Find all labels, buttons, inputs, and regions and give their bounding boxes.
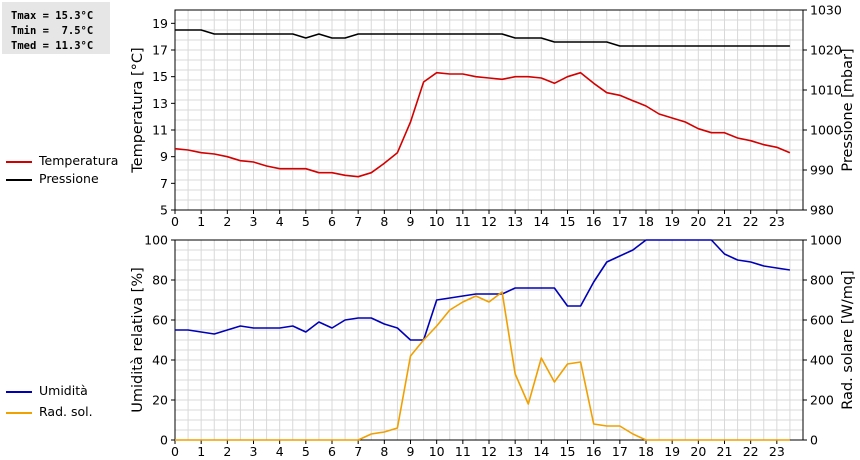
y2-tick-label: 1020 — [810, 43, 842, 58]
x-tick-label: 0 — [171, 214, 179, 229]
legend-swatch — [6, 161, 32, 163]
x-tick-label: 9 — [407, 444, 415, 459]
x-tick-label: 14 — [533, 214, 549, 229]
x-tick-label: 16 — [586, 444, 602, 459]
x-tick-label: 13 — [507, 444, 523, 459]
y2-axis-label: Rad. solare [W/mq] — [840, 270, 856, 409]
legend-swatch — [6, 391, 32, 393]
y-tick-label: 5 — [160, 203, 168, 218]
y-tick-label: 20 — [152, 393, 168, 408]
y2-tick-label: 0 — [810, 433, 818, 448]
x-tick-label: 13 — [507, 214, 523, 229]
y-axis-label: Temperatura [°C] — [130, 47, 146, 173]
x-tick-label: 15 — [560, 214, 576, 229]
legend-swatch — [6, 412, 32, 414]
x-tick-label: 19 — [664, 444, 680, 459]
x-tick-label: 4 — [276, 444, 284, 459]
legend-swatch — [6, 179, 32, 181]
y-tick-label: 19 — [152, 16, 168, 31]
y2-tick-label: 1030 — [810, 3, 842, 18]
x-tick-label: 20 — [690, 214, 706, 229]
x-tick-label: 6 — [328, 444, 336, 459]
y-tick-label: 80 — [152, 273, 168, 288]
y2-tick-label: 1000 — [810, 233, 842, 248]
y2-tick-label: 990 — [810, 163, 834, 178]
x-tick-label: 21 — [717, 214, 733, 229]
x-tick-label: 1 — [197, 214, 205, 229]
x-tick-label: 23 — [769, 214, 785, 229]
y-tick-label: 40 — [152, 353, 168, 368]
y-axis-label: Umidità relativa [%] — [130, 267, 146, 413]
x-tick-label: 4 — [276, 214, 284, 229]
x-tick-label: 5 — [302, 214, 310, 229]
x-tick-label: 14 — [533, 444, 549, 459]
y-tick-label: 15 — [152, 69, 168, 84]
x-tick-label: 2 — [223, 444, 231, 459]
y2-tick-label: 980 — [810, 203, 834, 218]
x-tick-label: 12 — [481, 214, 497, 229]
x-tick-label: 22 — [743, 444, 759, 459]
x-tick-label: 16 — [586, 214, 602, 229]
y-tick-label: 17 — [152, 43, 168, 58]
x-tick-label: 5 — [302, 444, 310, 459]
x-tick-label: 1 — [197, 444, 205, 459]
y2-tick-label: 800 — [810, 273, 834, 288]
y-tick-label: 60 — [152, 313, 168, 328]
y-tick-label: 100 — [144, 233, 168, 248]
x-tick-label: 6 — [328, 214, 336, 229]
stats-box: Tmax = 15.3°C Tmin = 7.5°C Tmed = 11.3°C — [2, 2, 110, 54]
x-tick-label: 17 — [612, 444, 628, 459]
x-tick-label: 10 — [429, 214, 445, 229]
y2-tick-label: 200 — [810, 393, 834, 408]
x-tick-label: 18 — [638, 214, 654, 229]
x-tick-label: 2 — [223, 214, 231, 229]
x-tick-label: 0 — [171, 444, 179, 459]
legend-label: Rad. sol. — [39, 404, 93, 419]
tmin-text: Tmin = 7.5°C — [11, 25, 94, 37]
x-tick-label: 7 — [354, 214, 362, 229]
y2-tick-label: 1000 — [810, 123, 842, 138]
chart-panel-bottom: 0 1 2 3 4 5 6 7 8 9 10 11 12 13 14 15 16 17 18 19 20 21 22 2302… — [130, 233, 856, 460]
x-tick-label: 11 — [455, 214, 471, 229]
y-tick-label: 9 — [160, 149, 168, 164]
chart-panel-top: 0 1 2 3 4 5 6 7 8 9 10 11 12 13 14 15 16 17 18 19 20 21 22 2357… — [130, 3, 856, 230]
x-tick-label: 10 — [429, 444, 445, 459]
series-line-umidit — [175, 239, 791, 341]
tmed-text: Tmed = 11.3°C — [11, 40, 94, 52]
x-tick-label: 21 — [717, 444, 733, 459]
y-tick-label: 7 — [160, 176, 168, 191]
y-tick-label: 13 — [152, 96, 168, 111]
legend-label: Pressione — [39, 171, 99, 186]
series-line-pressione — [175, 29, 790, 47]
x-tick-label: 7 — [354, 444, 362, 459]
x-tick-label: 9 — [407, 214, 415, 229]
legend-label: Umidità — [39, 383, 88, 398]
x-tick-label: 3 — [250, 214, 258, 229]
y-tick-label: 0 — [160, 433, 168, 448]
y-tick-label: 11 — [152, 123, 168, 138]
y2-tick-label: 400 — [810, 353, 834, 368]
legend-label: Temperatura — [39, 153, 119, 168]
y2-tick-label: 600 — [810, 313, 834, 328]
x-tick-label: 18 — [638, 444, 654, 459]
x-tick-label: 17 — [612, 214, 628, 229]
x-tick-label: 3 — [250, 444, 258, 459]
x-tick-label: 12 — [481, 444, 497, 459]
series-line-rad-sol — [175, 291, 790, 441]
x-tick-label: 20 — [690, 444, 706, 459]
x-tick-label: 15 — [560, 444, 576, 459]
x-tick-label: 22 — [743, 214, 759, 229]
x-tick-label: 11 — [455, 444, 471, 459]
tmax-text: Tmax = 15.3°C — [11, 10, 94, 22]
x-tick-label: 23 — [769, 444, 785, 459]
x-tick-label: 19 — [664, 214, 680, 229]
x-tick-label: 8 — [380, 444, 388, 459]
x-tick-label: 8 — [380, 214, 388, 229]
y2-axis-label: Pressione [mbar] — [840, 48, 856, 171]
y2-tick-label: 1010 — [810, 83, 842, 98]
series-line-temperatura — [174, 71, 791, 178]
